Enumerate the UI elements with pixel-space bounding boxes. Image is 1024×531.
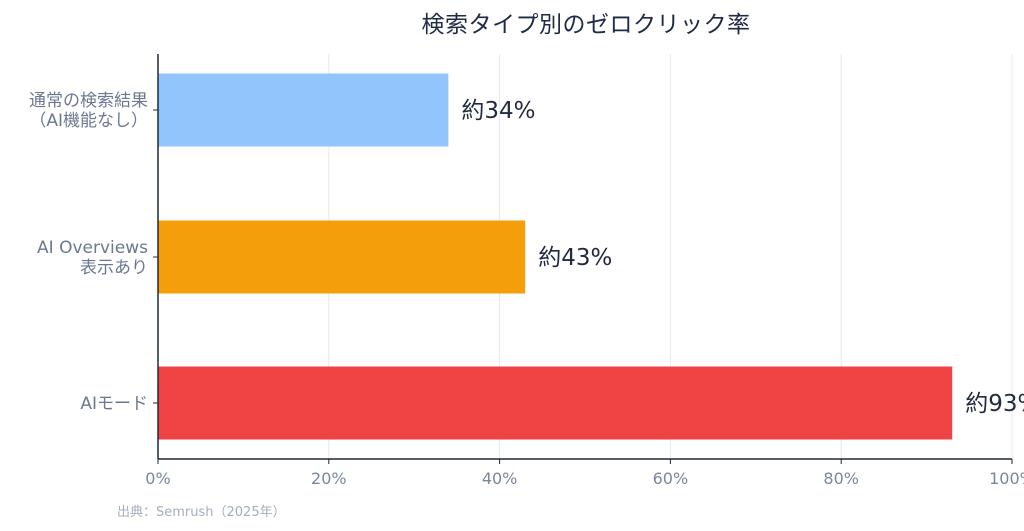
x-tick-label-2: 40% (482, 469, 518, 488)
chart-title: 検索タイプ別のゼロクリック率 (422, 12, 751, 38)
x-tick-label-5: 100% (989, 469, 1024, 488)
bar-1 (158, 220, 526, 294)
data-label-1: 約43% (538, 245, 612, 271)
bar-0 (158, 73, 449, 147)
x-tick-label-1: 20% (311, 469, 347, 488)
category-label-0: 通常の検索結果（AI機能なし） (29, 91, 148, 131)
x-tick-label-0: 0% (145, 469, 170, 488)
bar-2 (158, 366, 953, 440)
labels: 0% 20% 40% 60% 80% 100% 通常の検索結果（AI機能なし） AI Over… (29, 91, 1024, 488)
x-tick-label-3: 60% (653, 469, 689, 488)
data-label-2: 約93% (965, 391, 1024, 417)
axes (153, 54, 1013, 464)
bars (158, 73, 953, 440)
data-label-0: 約34% (461, 98, 535, 124)
x-tick-label-4: 80% (823, 469, 859, 488)
category-label-2: AIモード (80, 394, 148, 414)
category-label-1: AI Overviews 表示あり (37, 238, 148, 278)
source-note: 出典：Semrush（2025年） (117, 505, 286, 520)
